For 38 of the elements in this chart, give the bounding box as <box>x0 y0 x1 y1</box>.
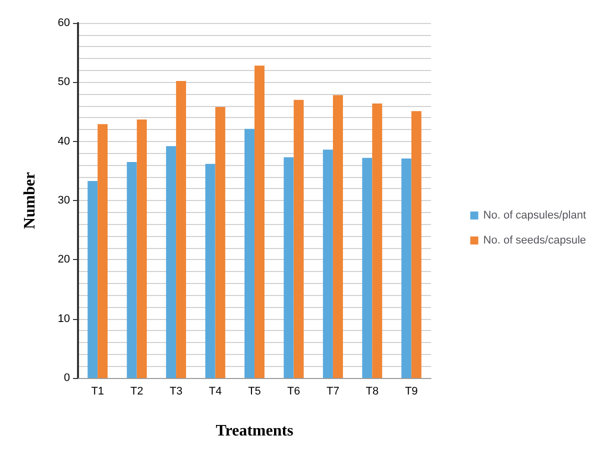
x-tick-label: T8 <box>366 386 379 398</box>
x-tick-label: T9 <box>404 386 418 398</box>
x-tick-label: T5 <box>248 386 261 398</box>
bar <box>332 95 343 378</box>
y-tick-label: 60 <box>58 17 70 29</box>
x-tick-label: T6 <box>287 386 300 398</box>
bar <box>126 162 137 378</box>
y-tick-label: 20 <box>58 254 70 266</box>
y-tick-label: 30 <box>58 194 70 206</box>
y-tick-label: 10 <box>58 312 70 325</box>
bar <box>411 111 422 378</box>
bar <box>284 157 294 378</box>
x-tick-label: T7 <box>326 386 340 398</box>
bar <box>401 158 412 378</box>
y-tick-label: 0 <box>64 372 70 384</box>
x-tick-label: T2 <box>130 386 144 398</box>
bar <box>88 180 98 378</box>
y-tick-label: 50 <box>58 76 70 88</box>
bar <box>205 164 216 378</box>
y-axis-title: Number <box>22 172 38 229</box>
bar <box>166 146 176 378</box>
bar <box>136 119 147 378</box>
y-tick-label: 40 <box>58 135 70 148</box>
x-tick-label: T4 <box>208 386 222 398</box>
bar <box>98 124 108 378</box>
bar <box>362 158 372 378</box>
bar <box>215 107 226 378</box>
x-tick-label: T1 <box>91 386 104 398</box>
bar <box>322 150 333 378</box>
bar <box>372 103 382 378</box>
x-axis-title: Treatments <box>216 422 294 440</box>
bar <box>176 80 186 378</box>
bar <box>294 100 304 378</box>
x-tick-label: T3 <box>170 386 182 398</box>
bar <box>254 66 264 378</box>
legend-label: No. of seeds/capsule <box>483 234 586 246</box>
legend-label: No. of capsules/plant <box>483 210 586 222</box>
bar <box>244 128 254 378</box>
